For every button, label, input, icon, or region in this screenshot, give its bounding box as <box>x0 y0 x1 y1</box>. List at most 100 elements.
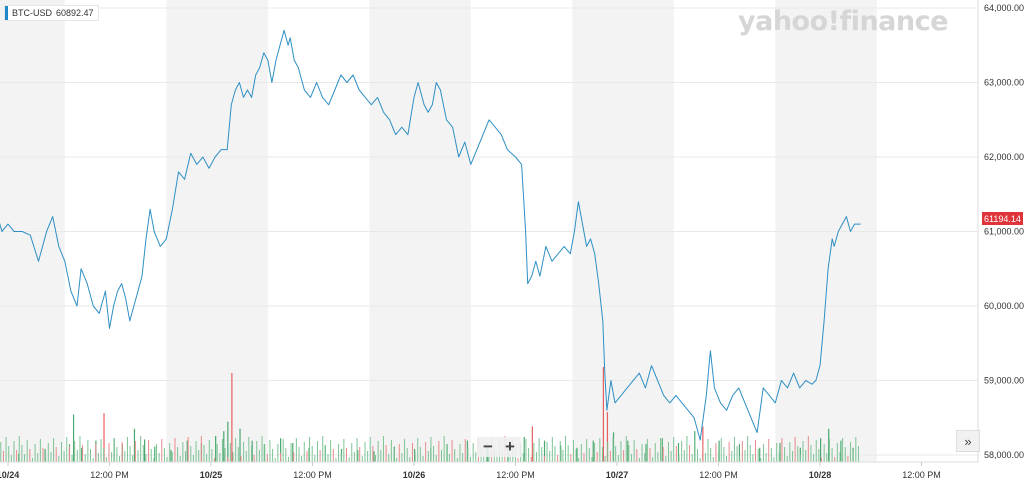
volume-bar <box>18 436 20 462</box>
volume-bar <box>60 442 62 462</box>
volume-bar <box>633 440 635 462</box>
volume-bar <box>820 438 822 462</box>
volume-bar <box>427 451 429 462</box>
volume-bar <box>425 442 427 462</box>
volume-bar <box>815 440 817 462</box>
volume-bar <box>356 438 358 462</box>
volume-bar <box>649 448 651 462</box>
volume-bar <box>852 451 854 462</box>
volume-bar <box>42 448 44 462</box>
expand-chart-button[interactable]: » <box>956 430 980 452</box>
volume-bar <box>266 454 268 462</box>
volume-bar <box>599 438 601 462</box>
zoom-out-button[interactable]: − <box>477 437 499 457</box>
volume-bar <box>414 448 416 462</box>
volume-bar <box>357 450 359 462</box>
volume-bar <box>82 445 84 462</box>
volume-bar <box>332 449 334 462</box>
volume-bar <box>13 441 15 462</box>
volume-bar <box>409 457 411 462</box>
volume-bar <box>422 456 424 462</box>
volume-bar <box>63 451 65 462</box>
volume-bar <box>715 443 717 462</box>
volume-bar <box>235 438 237 462</box>
x-tick-label: 10/28 <box>809 470 832 480</box>
volume-bar <box>433 446 435 462</box>
volume-bar <box>121 442 123 462</box>
volume-bar <box>377 441 379 462</box>
volume-bar <box>148 440 150 462</box>
volume-bar <box>523 437 525 462</box>
volume-bar <box>625 436 627 462</box>
volume-bar <box>406 448 408 462</box>
volume-bar <box>601 447 603 462</box>
volume-bars <box>0 367 859 462</box>
volume-bar <box>116 447 118 462</box>
volume-bar <box>456 458 458 462</box>
volume-bar <box>380 450 382 462</box>
volume-bar <box>287 457 289 462</box>
volume-bar <box>778 452 780 462</box>
volume-bar <box>562 450 564 462</box>
volume-bar <box>462 453 464 462</box>
volume-bar <box>237 447 239 462</box>
volume-bar <box>134 441 136 462</box>
volume-bar <box>292 443 294 462</box>
volume-bar <box>831 448 833 462</box>
volume-bar <box>559 441 561 462</box>
volume-bar <box>791 451 793 462</box>
volume-bar <box>417 438 419 462</box>
volume-bar <box>10 455 12 462</box>
volume-bar <box>280 438 282 462</box>
volume-bar <box>290 443 292 462</box>
volume-bar <box>74 441 76 462</box>
volume-bar <box>707 439 709 462</box>
volume-bar <box>667 442 669 462</box>
volume-bar <box>154 446 156 462</box>
x-tick-label: 10/24 <box>0 470 19 480</box>
volume-bar <box>779 443 781 462</box>
volume-bar <box>794 437 796 462</box>
volume-bar <box>111 452 113 462</box>
volume-bar <box>591 457 593 462</box>
volume-bar <box>166 457 168 462</box>
volume-bar <box>689 445 691 462</box>
volume-bar <box>103 448 105 462</box>
volume-bar <box>594 443 596 462</box>
x-tick-label: 12:00 PM <box>902 470 941 480</box>
volume-bar <box>103 413 105 462</box>
volume-bar <box>398 444 400 462</box>
volume-bar <box>660 438 662 462</box>
volume-bar <box>174 438 176 462</box>
series-color-swatch <box>5 6 8 20</box>
volume-bar <box>158 453 160 462</box>
volume-bar <box>631 454 633 462</box>
volume-bar <box>662 447 664 462</box>
volume-bar <box>264 445 266 462</box>
ticker-legend[interactable]: BTC-USD 60892.47 <box>4 5 99 21</box>
volume-bar <box>665 456 667 462</box>
volume-bar <box>857 446 859 462</box>
volume-bar <box>129 446 131 462</box>
volume-bar <box>805 450 807 462</box>
volume-bar <box>232 452 234 462</box>
volume-bar <box>293 452 295 462</box>
volume-bar <box>113 438 115 462</box>
volume-bar <box>295 438 297 462</box>
volume-bar <box>185 451 187 462</box>
zoom-in-button[interactable]: + <box>499 437 521 457</box>
volume-bar <box>840 440 842 462</box>
volume-bar <box>686 436 688 462</box>
volume-bar <box>818 449 820 462</box>
volume-bar <box>182 442 184 462</box>
volume-bar <box>531 426 533 462</box>
volume-bar <box>373 451 375 462</box>
volume-bar <box>309 437 311 462</box>
volume-bar <box>760 458 762 462</box>
volume-bar <box>369 437 371 462</box>
volume-bar <box>72 414 75 462</box>
volume-bar <box>467 448 469 462</box>
volume-bar <box>364 442 366 462</box>
